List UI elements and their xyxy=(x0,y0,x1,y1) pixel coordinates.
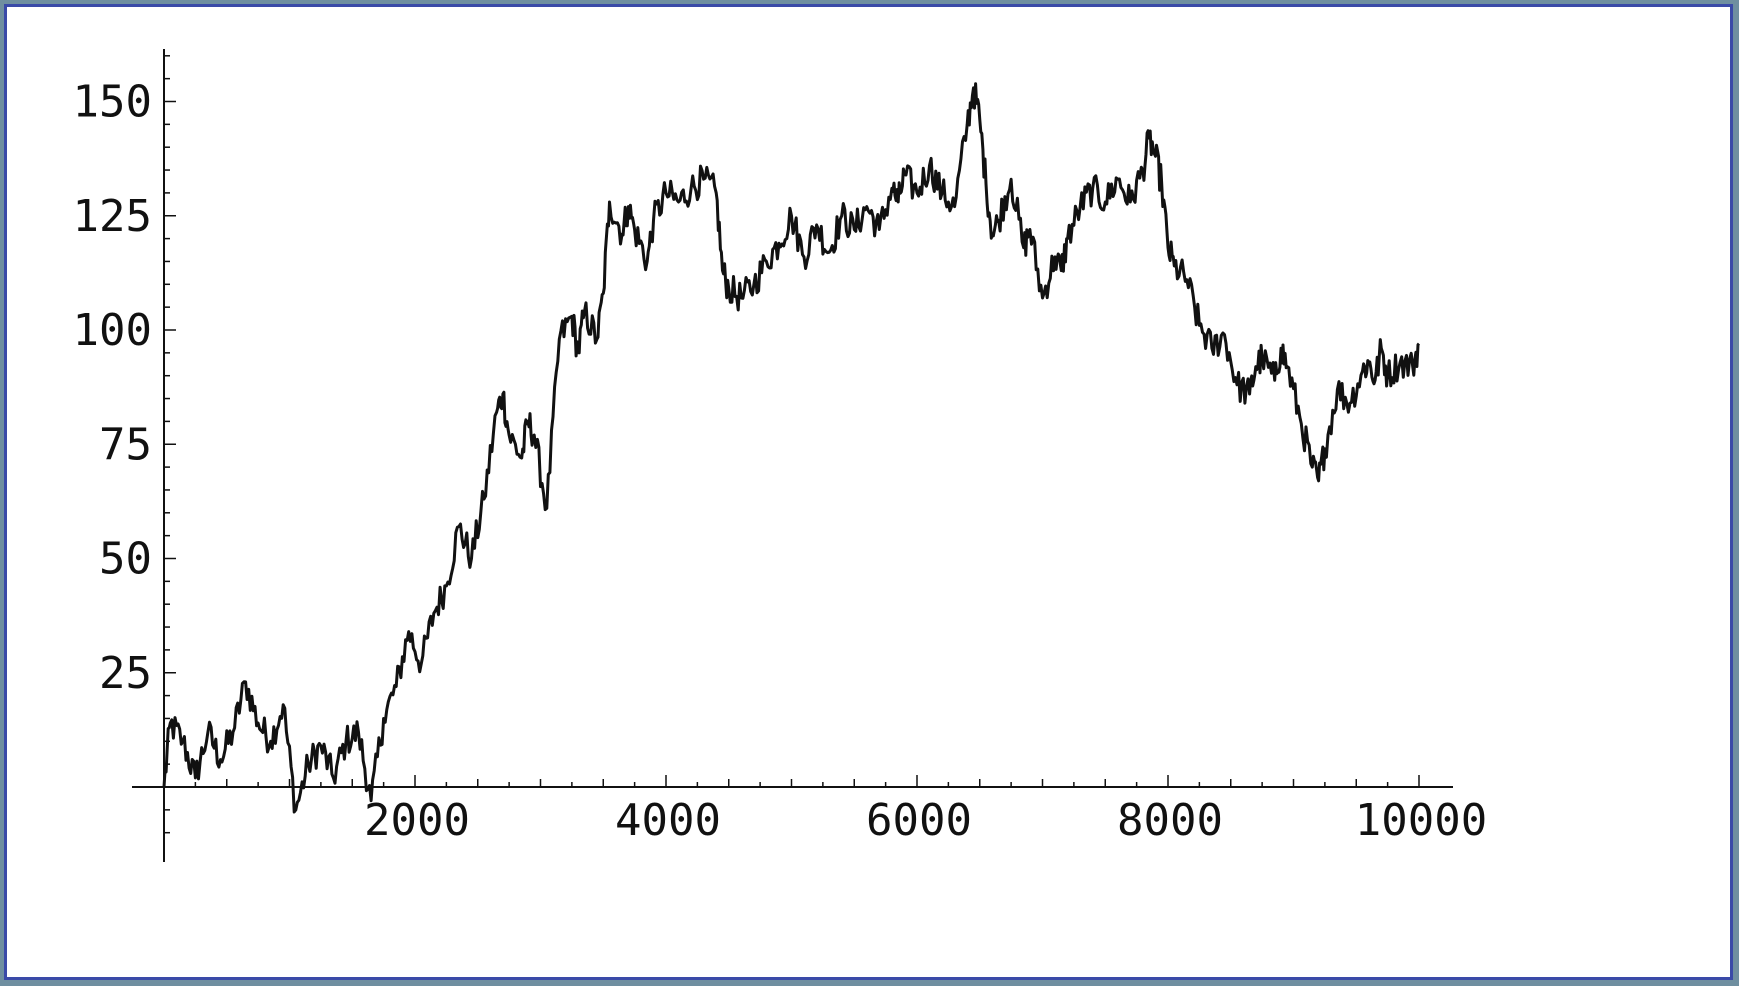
series-line xyxy=(162,82,1421,814)
x-tick-label: 6000 xyxy=(866,795,972,846)
plot-area xyxy=(162,82,1421,814)
chart-frame: 2000 4000 6000 8000 10000 25 50 75 100 125 150 xyxy=(4,4,1733,980)
y-tick-label: 50 xyxy=(99,534,152,585)
x-tick-label: 8000 xyxy=(1117,795,1223,846)
axis-ticks xyxy=(164,55,1420,834)
y-tick-label: 100 xyxy=(73,305,152,356)
y-tick-label: 25 xyxy=(99,648,152,699)
x-tick-label: 2000 xyxy=(364,795,470,846)
y-tick-label: 75 xyxy=(99,419,152,470)
y-tick-label: 125 xyxy=(73,191,152,242)
tick-labels: 2000 4000 6000 8000 10000 25 50 75 100 125 150 xyxy=(73,77,1488,847)
axes xyxy=(132,49,1453,862)
line-chart: 2000 4000 6000 8000 10000 25 50 75 100 125 150 xyxy=(73,49,1488,862)
y-tick-label: 150 xyxy=(73,77,152,128)
x-tick-label: 4000 xyxy=(615,795,721,846)
x-tick-label: 10000 xyxy=(1355,795,1487,846)
